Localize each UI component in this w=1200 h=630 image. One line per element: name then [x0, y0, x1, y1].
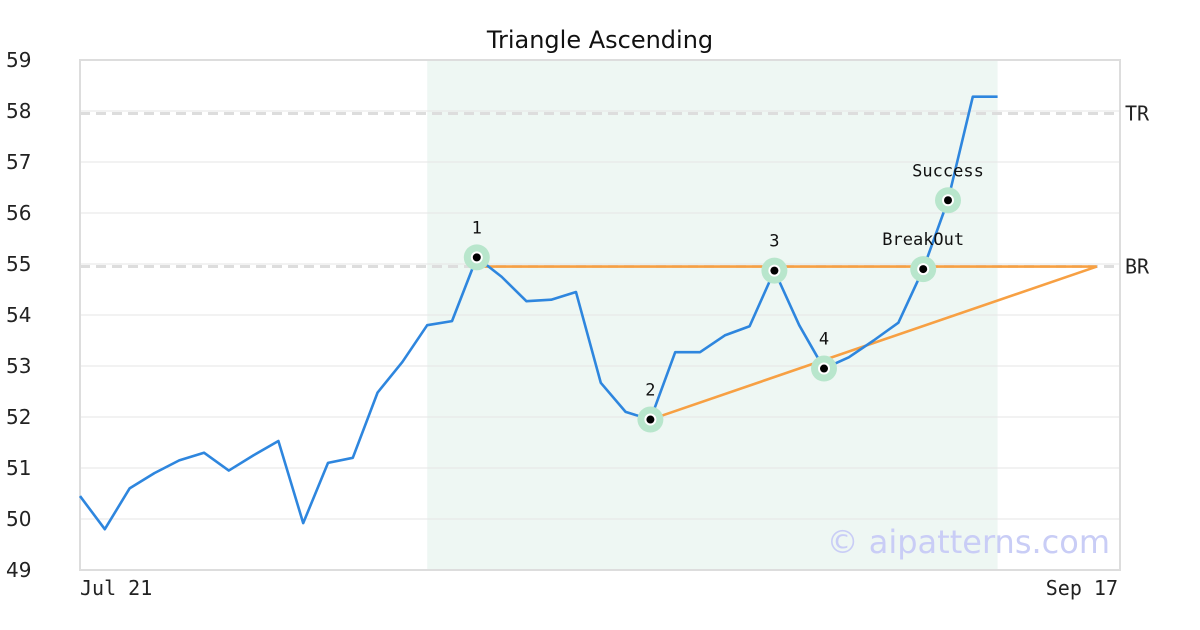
- pattern-point-label: BreakOut: [882, 230, 964, 250]
- level-label: BR: [1125, 255, 1150, 279]
- y-tick-label: 50: [6, 507, 31, 531]
- pattern-point-label: 1: [472, 218, 482, 238]
- pattern-point-dot: [919, 265, 928, 274]
- price-series-line: [78, 95, 998, 531]
- plot-frame: [79, 59, 1121, 571]
- level-label: TR: [1125, 102, 1150, 126]
- pattern-point-dot: [944, 196, 952, 205]
- y-tick-label: 57: [6, 150, 31, 174]
- x-tick-end: Sep 17: [1046, 576, 1118, 600]
- y-axis-ticks: 49 50 51 52 53 54 55 56 57 58 59: [6, 48, 31, 582]
- pattern-point-dot: [646, 415, 655, 424]
- y-tick-label: 55: [6, 252, 31, 276]
- y-tick-label: 51: [6, 456, 31, 480]
- pattern-point-label: Success: [912, 161, 984, 181]
- y-tick-label: 53: [6, 354, 31, 378]
- y-tick-label: 58: [6, 99, 31, 123]
- y-tick-label: 56: [6, 201, 31, 225]
- chart-title: Triangle Ascending: [486, 26, 713, 54]
- support-trendline: [649, 265, 1098, 421]
- x-tick-start: Jul 21: [80, 576, 152, 600]
- pattern-point-dot: [820, 364, 828, 373]
- y-tick-label: 52: [6, 405, 31, 429]
- pattern-markers: 1 2 3 4 BreakOut Success: [463, 161, 984, 433]
- y-tick-label: 54: [6, 303, 31, 327]
- pattern-point-label: 2: [645, 381, 655, 401]
- y-tick-label: 49: [6, 558, 31, 582]
- pattern-point-label: 4: [819, 330, 829, 350]
- pattern-point-label: 3: [769, 232, 779, 252]
- watermark: © aipatterns.com: [827, 523, 1110, 561]
- y-tick-label: 59: [6, 48, 31, 72]
- trendlines: [476, 265, 1098, 421]
- pattern-point-dot: [472, 253, 481, 262]
- pattern-point-dot: [770, 266, 779, 275]
